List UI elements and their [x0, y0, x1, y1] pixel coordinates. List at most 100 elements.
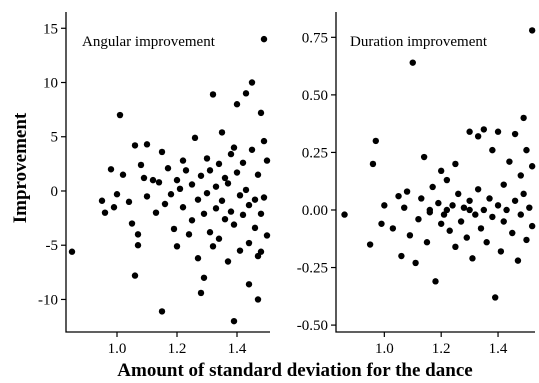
angular-data-point — [179, 204, 187, 211]
duration-y-tick-label: -0.50 — [297, 318, 328, 334]
angular-data-point — [206, 229, 214, 236]
angular-data-point — [257, 210, 265, 217]
angular-data-point — [230, 144, 238, 151]
angular-data-point — [131, 272, 139, 279]
angular-data-point — [194, 255, 202, 262]
duration-data-point — [520, 114, 527, 122]
duration-data-point — [511, 130, 519, 138]
angular-data-point — [203, 155, 211, 162]
angular-data-point — [230, 317, 238, 325]
angular-data-point — [128, 220, 136, 227]
duration-data-point — [423, 239, 431, 246]
duration-data-point — [452, 243, 459, 251]
angular-data-point — [203, 189, 211, 197]
angular-data-point — [245, 281, 253, 288]
angular-data-point — [230, 221, 238, 228]
duration-data-point — [514, 257, 522, 264]
duration-data-point — [492, 294, 499, 301]
duration-data-point — [432, 278, 439, 285]
duration-data-point — [474, 133, 482, 140]
angular-improvement-title: Angular improvement — [82, 34, 216, 50]
angular-data-point — [221, 215, 229, 223]
angular-data-point — [182, 167, 190, 174]
angular-data-point — [149, 176, 157, 184]
duration-data-point — [446, 227, 453, 234]
angular-data-point — [200, 210, 208, 217]
duration-data-point — [406, 232, 414, 239]
angular-y-tick-label: -5 — [46, 238, 59, 254]
angular-data-point — [260, 35, 268, 43]
duration-data-point — [378, 220, 385, 227]
duration-data-point — [440, 211, 448, 218]
angular-data-point — [173, 176, 181, 184]
duration-data-point — [449, 202, 456, 209]
duration-data-point — [480, 126, 488, 133]
y-axis-title: Improvement — [10, 112, 31, 223]
duration-data-point — [503, 206, 510, 214]
duration-data-point — [435, 199, 442, 207]
duration-data-point — [489, 213, 496, 221]
angular-data-point — [194, 196, 202, 203]
angular-data-point — [248, 146, 256, 153]
duration-data-point — [341, 211, 348, 218]
angular-data-point — [161, 200, 169, 208]
duration-data-point — [420, 153, 428, 161]
angular-data-point — [257, 109, 265, 117]
angular-data-point — [239, 211, 247, 219]
duration-data-point — [477, 225, 485, 232]
duration-x-tick-label: 1.4 — [489, 341, 508, 357]
duration-data-point — [466, 197, 473, 204]
duration-data-point — [372, 137, 379, 145]
angular-data-point — [248, 79, 256, 86]
duration-data-point — [460, 204, 468, 211]
angular-data-point — [206, 167, 214, 174]
angular-data-point — [173, 243, 181, 250]
angular-data-point — [254, 296, 262, 303]
angular-data-point — [188, 181, 196, 188]
angular-data-point — [263, 232, 271, 239]
angular-data-point — [152, 209, 160, 216]
angular-data-point — [227, 208, 235, 215]
angular-data-point — [242, 90, 250, 97]
duration-data-point — [497, 248, 505, 255]
duration-data-point — [457, 218, 465, 225]
duration-data-point — [437, 220, 445, 227]
angular-data-point — [212, 205, 220, 212]
angular-data-point — [110, 204, 118, 211]
angular-data-point — [116, 111, 124, 119]
duration-data-point — [528, 163, 536, 170]
duration-data-point — [500, 218, 507, 225]
duration-data-point — [506, 158, 513, 165]
angular-data-point — [68, 248, 76, 255]
angular-data-point — [119, 171, 127, 178]
angular-data-point — [233, 169, 241, 176]
angular-data-point — [155, 179, 163, 186]
angular-data-point — [236, 247, 244, 254]
duration-data-point — [398, 252, 405, 260]
duration-data-point — [369, 160, 377, 168]
duration-data-point — [412, 259, 419, 267]
duration-data-point — [480, 206, 488, 214]
angular-x-tick-label: 1.2 — [168, 341, 187, 357]
duration-data-point — [409, 59, 416, 66]
x-axis-title: Amount of standard deviation for the dan… — [117, 360, 472, 381]
angular-data-point — [179, 157, 187, 164]
duration-data-point — [463, 234, 470, 241]
angular-data-point — [233, 101, 241, 108]
angular-data-point — [140, 174, 148, 182]
angular-data-point — [131, 142, 139, 149]
angular-data-point — [224, 180, 232, 187]
angular-data-point — [263, 157, 271, 164]
angular-data-point — [143, 193, 151, 200]
duration-y-tick-label: 0.00 — [302, 203, 328, 219]
angular-x-tick-label: 1.0 — [108, 341, 127, 357]
angular-data-point — [191, 134, 199, 142]
angular-data-point — [98, 197, 106, 204]
duration-data-point — [528, 27, 536, 34]
duration-data-point — [429, 183, 436, 191]
duration-data-point — [401, 204, 408, 211]
angular-data-point — [158, 148, 166, 156]
angular-data-point — [125, 198, 133, 206]
duration-y-tick-label: 0.75 — [302, 30, 328, 46]
